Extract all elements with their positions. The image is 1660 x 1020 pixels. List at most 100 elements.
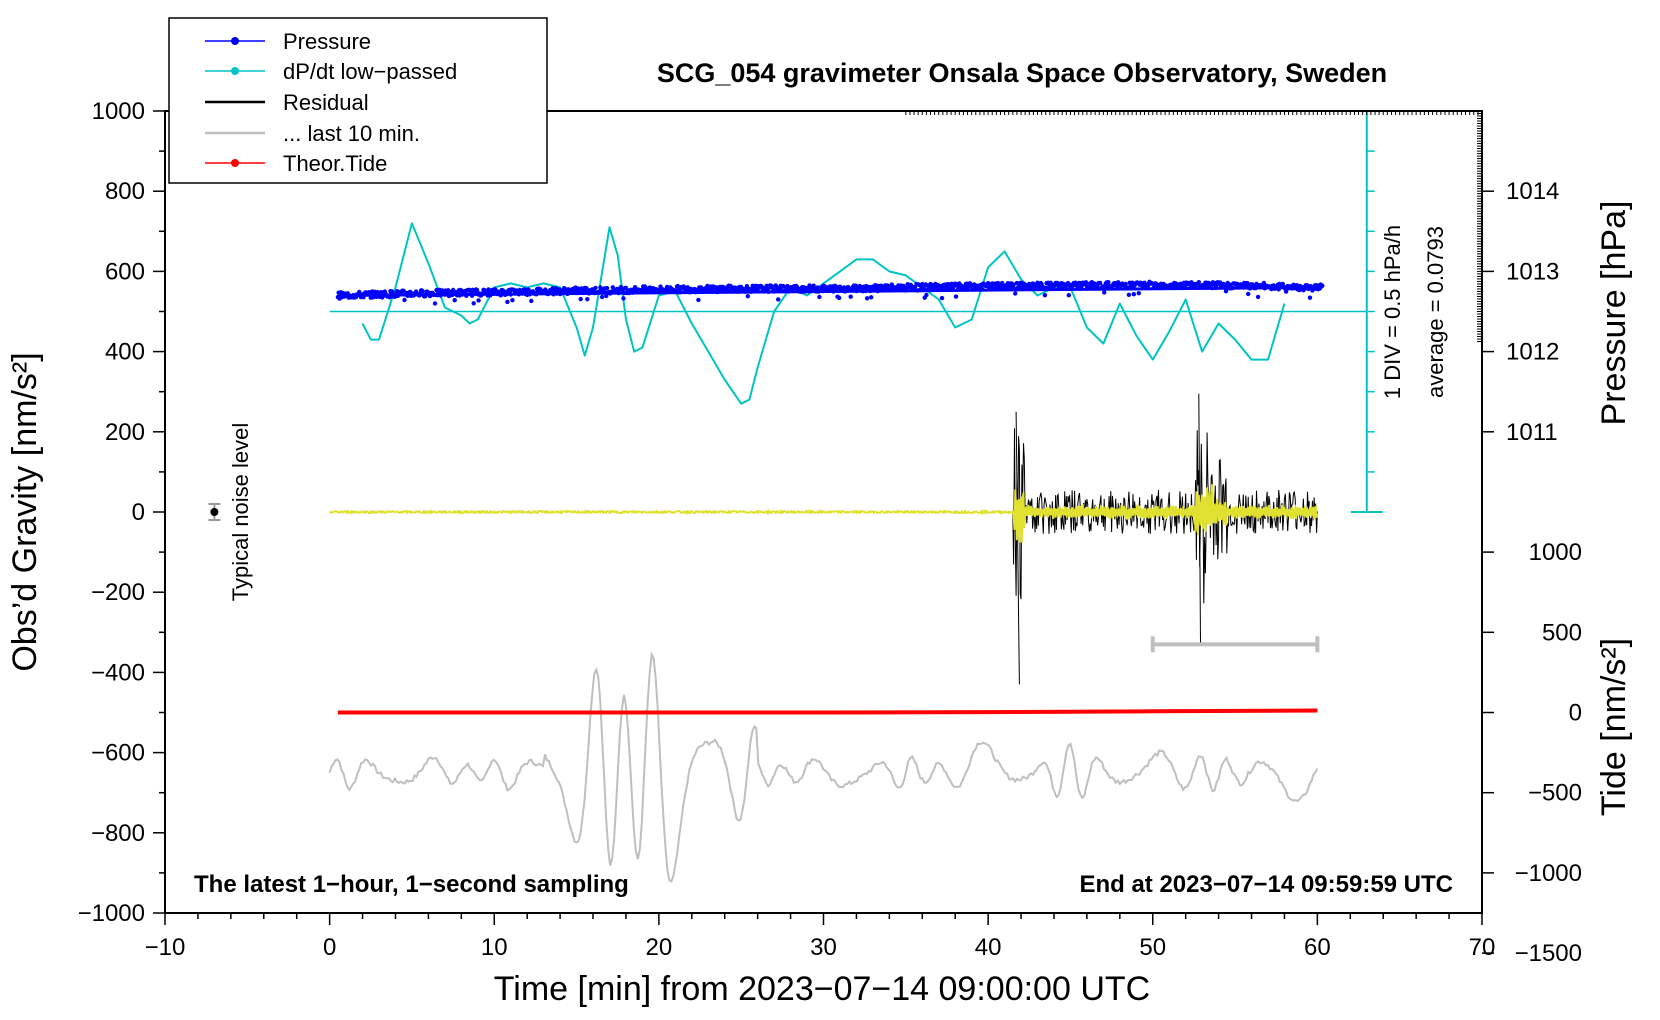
pressure-point xyxy=(817,294,822,300)
pressure-point xyxy=(1102,290,1107,295)
pressure-point xyxy=(471,301,476,306)
y-tick-label-left: −1000 xyxy=(78,900,145,927)
pressure-point xyxy=(621,296,626,301)
pressure-point xyxy=(1153,281,1159,286)
pressure-point xyxy=(815,285,820,290)
pressure-point xyxy=(1255,294,1261,300)
y-tick-label-left: 0 xyxy=(132,499,145,526)
pressure-point xyxy=(1042,293,1048,298)
pressure-tick-label: 1011 xyxy=(1506,419,1558,446)
legend-label-tide: Theor.Tide xyxy=(283,151,387,176)
legend-marker-pressure xyxy=(231,37,239,45)
legend-marker-dpdt xyxy=(231,67,239,75)
y-tick-label-left: −200 xyxy=(91,579,145,606)
y-axis-label-left: Obs’d Gravity [nm/s²] xyxy=(6,352,44,671)
y-axis-label-tide: Tide [nm/s²] xyxy=(1595,638,1633,816)
pressure-tick-label: 1014 xyxy=(1506,178,1559,205)
pressure-point xyxy=(781,283,786,289)
pressure-point xyxy=(401,288,406,294)
tide-tick-label: −1000 xyxy=(1515,860,1582,887)
pressure-point xyxy=(1131,292,1137,297)
pressure-point xyxy=(1136,291,1142,296)
pressure-point xyxy=(505,299,510,305)
pressure-point xyxy=(869,295,874,300)
pressure-point xyxy=(585,297,590,302)
legend: Pressure dP/dt low−passed Residual ... l… xyxy=(168,17,548,184)
y-tick-label-left: −600 xyxy=(91,740,145,767)
noise-level-label: Typical noise level xyxy=(228,423,253,602)
x-tick-label: 40 xyxy=(975,934,1002,961)
tide-tick-label: 0 xyxy=(1569,700,1582,727)
x-tick-label: 10 xyxy=(481,934,508,961)
tide-tick-label: 500 xyxy=(1542,619,1582,646)
pressure-point xyxy=(745,294,750,299)
pressure-point xyxy=(584,286,589,291)
footer-right: End at 2023−07−14 09:59:59 UTC xyxy=(1079,871,1453,898)
pressure-point xyxy=(432,301,438,306)
y-tick-label-left: −400 xyxy=(91,659,145,686)
series-dpdt-lowpassed xyxy=(361,222,1286,405)
tide-tick-label: −1500 xyxy=(1515,940,1582,967)
noise-point xyxy=(210,508,219,516)
pressure-point xyxy=(1142,280,1147,285)
legend-label-last10: ... last 10 min. xyxy=(283,121,420,146)
y-tick-label-left: 400 xyxy=(105,339,145,366)
legend-label-dpdt: dP/dt low−passed xyxy=(283,59,457,84)
series-last-10-min xyxy=(328,651,1319,883)
scale-bar-average: average = 0.0793 xyxy=(1423,226,1448,398)
series-theor-tide xyxy=(337,708,1318,715)
x-tick-label: 20 xyxy=(646,934,673,961)
series-pressure-trend xyxy=(337,285,1323,297)
pressure-point xyxy=(1066,293,1072,298)
x-axis-label: Time [min] from 2023−07−14 09:00:00 UTC xyxy=(494,970,1150,1008)
y-axis-label-pressure: Pressure [hPa] xyxy=(1595,201,1633,426)
pressure-point xyxy=(1083,280,1089,285)
pressure-point xyxy=(452,298,457,303)
pressure-point xyxy=(920,281,925,287)
pressure-point xyxy=(526,288,531,293)
axes-layer: −10 0 10 20 30 40 50 60 70 1000 800 600 400 200 0 −200 −… xyxy=(78,98,1582,967)
pressure-point xyxy=(578,296,583,302)
pressure-point xyxy=(1106,280,1111,285)
pressure-point xyxy=(848,294,853,299)
pressure-point xyxy=(604,293,609,299)
legend-marker-tide xyxy=(231,159,239,167)
pressure-point xyxy=(1014,280,1020,286)
pressure-tick-label: 1013 xyxy=(1506,258,1559,285)
y-tick-label-left: 1000 xyxy=(92,98,145,125)
pressure-point xyxy=(1011,282,1016,287)
x-tick-label: 0 xyxy=(323,934,336,961)
legend-label-pressure: Pressure xyxy=(283,29,371,54)
chart-title: SCG_054 gravimeter Onsala Space Observat… xyxy=(657,58,1387,88)
pressure-point xyxy=(1013,291,1018,296)
pressure-point xyxy=(599,294,605,300)
pressure-point xyxy=(864,296,870,301)
legend-label-residual: Residual xyxy=(283,90,369,115)
y-tick-label-left: 800 xyxy=(105,178,145,205)
pressure-point xyxy=(995,280,1001,286)
series-residual xyxy=(329,393,1318,685)
x-tick-label: 70 xyxy=(1469,934,1496,961)
pressure-point xyxy=(696,297,701,303)
tide-tick-label: 1000 xyxy=(1529,539,1582,566)
legend-box xyxy=(168,17,548,184)
pressure-point xyxy=(939,295,945,301)
pressure-point xyxy=(390,289,395,294)
pressure-point xyxy=(985,281,991,286)
series-layer xyxy=(208,110,1383,883)
pressure-point xyxy=(1223,289,1229,294)
pressure-point xyxy=(1123,281,1128,287)
pressure-point xyxy=(953,294,959,299)
pressure-point xyxy=(1227,282,1233,287)
footer-left: The latest 1−hour, 1−second sampling xyxy=(194,871,629,898)
pressure-point xyxy=(420,289,425,294)
pressure-point xyxy=(1307,295,1313,300)
pressure-point xyxy=(924,292,929,298)
pressure-point xyxy=(1126,292,1132,297)
x-tick-label: −10 xyxy=(145,934,186,961)
y-tick-label-left: 200 xyxy=(105,419,145,446)
pressure-point xyxy=(550,286,555,291)
pressure-point xyxy=(476,298,481,303)
pressure-point xyxy=(1196,280,1202,285)
